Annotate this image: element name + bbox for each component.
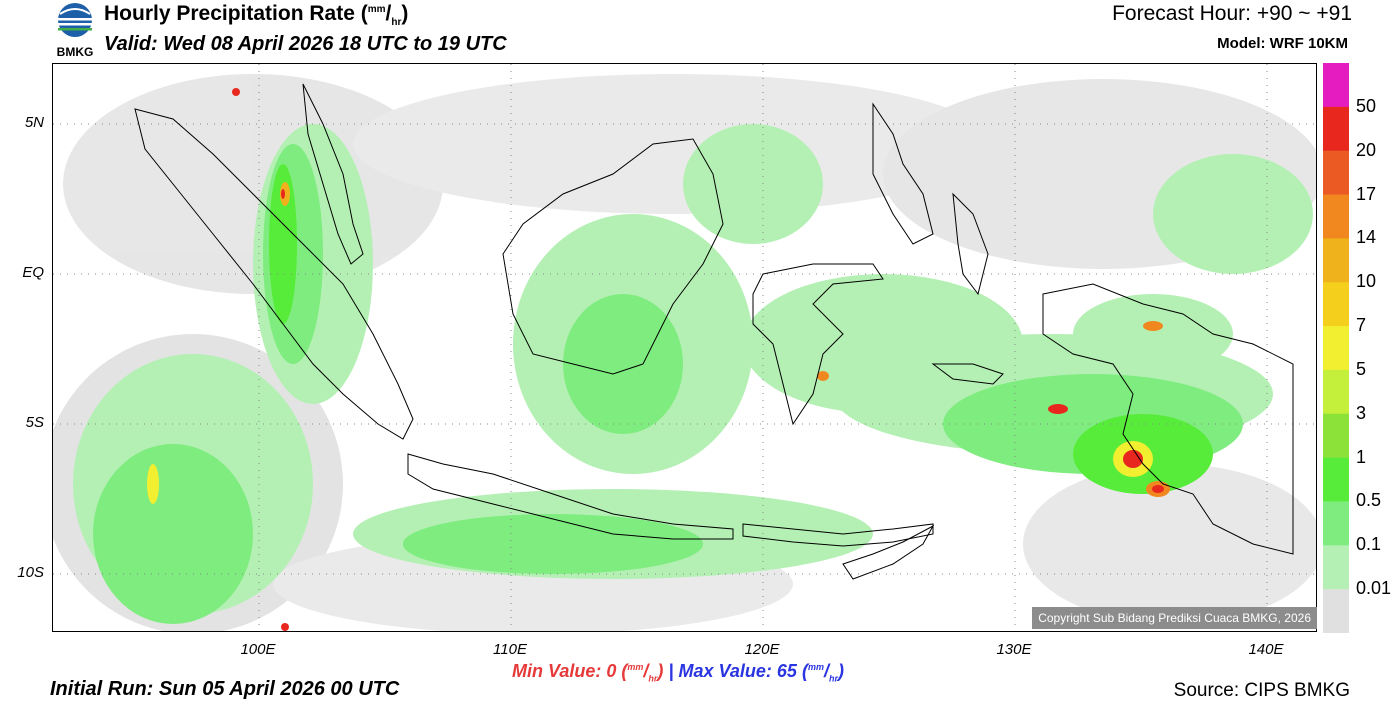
lon-label: 140E bbox=[1248, 641, 1284, 658]
colorbar-swatch bbox=[1323, 589, 1349, 634]
colorbar-swatch bbox=[1323, 238, 1349, 283]
lat-label: 10S bbox=[17, 564, 44, 581]
max-unit-den: hr bbox=[828, 673, 838, 684]
colorbar-label: 20 bbox=[1356, 139, 1377, 160]
colorbar-swatch bbox=[1323, 106, 1349, 152]
map-canvas bbox=[53, 64, 1316, 631]
bmkg-logo: BMKG bbox=[50, 2, 100, 59]
colorbar-swatch bbox=[1323, 150, 1349, 196]
value-separator: | bbox=[668, 661, 674, 681]
colorbar-swatch bbox=[1323, 326, 1349, 371]
colorbar-label: 5 bbox=[1356, 358, 1367, 379]
valid-time: Valid: Wed 08 April 2026 18 UTC to 19 UT… bbox=[104, 33, 507, 55]
colorbar-label: 17 bbox=[1356, 183, 1377, 204]
map-graticule bbox=[53, 64, 1316, 631]
lon-label: 110E bbox=[493, 641, 527, 658]
source-note: Source: CIPS BMKG bbox=[1173, 680, 1350, 701]
max-value: 65 bbox=[776, 661, 797, 681]
precipitation-map bbox=[52, 63, 1317, 632]
colorbar-label: 0.5 bbox=[1356, 490, 1382, 511]
lon-label: 120E bbox=[744, 641, 780, 658]
colorbar-swatch bbox=[1323, 63, 1349, 108]
copyright-note: Copyright Sub Bidang Prediksi Cuaca BMKG… bbox=[1032, 607, 1317, 629]
colorbar-swatch bbox=[1323, 457, 1349, 502]
lat-label: EQ bbox=[22, 264, 44, 281]
min-value: 0 bbox=[606, 661, 617, 681]
colorbar-label: 7 bbox=[1356, 315, 1367, 336]
min-unit-num: mm bbox=[627, 662, 644, 672]
initial-run: Initial Run: Sun 05 April 2026 00 UTC bbox=[50, 678, 400, 700]
min-unit-den: hr bbox=[648, 673, 658, 684]
lon-label: 130E bbox=[996, 641, 1032, 658]
lat-label: 5S bbox=[25, 414, 44, 431]
colorbar-label: 10 bbox=[1356, 271, 1377, 292]
colorbar-label: 3 bbox=[1356, 402, 1367, 423]
title-close: ) bbox=[401, 2, 409, 25]
precip-green-layer bbox=[73, 124, 1313, 624]
colorbar-label: 1 bbox=[1356, 446, 1367, 467]
lat-label: 5N bbox=[24, 114, 44, 131]
chart-title: Hourly Precipitation Rate (mm/hr) bbox=[104, 2, 408, 28]
min-max-values: Min Value: 0 (mm/hr) | Max Value: 65 (mm… bbox=[512, 661, 844, 684]
model-name: Model: WRF 10KM bbox=[1217, 35, 1348, 52]
precip-heavy-cells bbox=[147, 88, 1170, 631]
unit-sep: / bbox=[385, 2, 392, 25]
max-label: Max Value: bbox=[678, 661, 772, 681]
bmkg-logo-icon: BMKG bbox=[57, 3, 94, 59]
unit-den: hr bbox=[391, 17, 402, 29]
forecast-hour: Forecast Hour: +90 ~ +91 bbox=[1112, 2, 1352, 25]
colorbar-swatch bbox=[1323, 282, 1349, 327]
colorbar-swatch bbox=[1323, 501, 1349, 546]
colorbar-label: 14 bbox=[1356, 227, 1377, 248]
logo-text: BMKG bbox=[57, 45, 94, 58]
colorbar-swatch bbox=[1323, 413, 1349, 459]
colorbar-label: 0.1 bbox=[1356, 534, 1382, 555]
colorbar-swatch bbox=[1323, 369, 1349, 415]
colorbar-swatches bbox=[1323, 63, 1349, 634]
min-label: Min Value: bbox=[512, 661, 602, 681]
colorbar-swatch bbox=[1323, 194, 1349, 239]
unit-num: mm bbox=[367, 4, 386, 15]
colorbar-label: 50 bbox=[1356, 95, 1377, 116]
colorbar-label: 0.01 bbox=[1356, 578, 1392, 599]
coastlines bbox=[134, 83, 1294, 580]
max-unit-num: mm bbox=[807, 662, 824, 672]
colorbar-swatch bbox=[1323, 545, 1349, 590]
lon-label: 100E bbox=[240, 641, 276, 658]
title-main: Hourly Precipitation Rate ( bbox=[104, 2, 368, 25]
colorbar bbox=[1323, 63, 1349, 634]
